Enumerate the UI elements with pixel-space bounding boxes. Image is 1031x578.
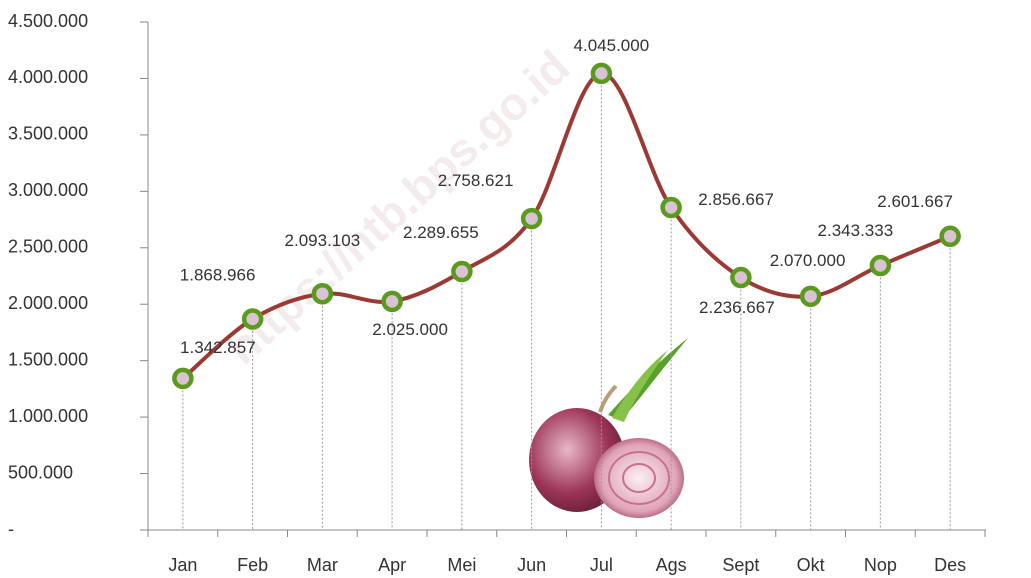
data-label: 4.045.000 bbox=[574, 36, 650, 55]
data-point bbox=[384, 293, 401, 310]
y-tick-label: - bbox=[8, 519, 14, 539]
y-tick-label: 2.000.000 bbox=[8, 293, 88, 313]
x-tick-label: Mei bbox=[447, 555, 476, 575]
x-tick-label: Jan bbox=[168, 555, 197, 575]
data-label: 2.289.655 bbox=[403, 223, 479, 242]
data-label: 2.758.621 bbox=[438, 171, 514, 190]
y-tick-label: 4.000.000 bbox=[8, 67, 88, 87]
chart: https://ntb.bps.go.id -500.0001.000.0001… bbox=[0, 0, 1031, 578]
data-label: 2.093.103 bbox=[285, 231, 361, 250]
data-point bbox=[942, 228, 959, 245]
data-label: 2.236.667 bbox=[699, 298, 775, 317]
data-point bbox=[732, 269, 749, 286]
data-point bbox=[174, 370, 191, 387]
data-point bbox=[802, 288, 819, 305]
data-point bbox=[523, 210, 540, 227]
y-tick-label: 1.000.000 bbox=[8, 406, 88, 426]
data-label: 1.342.857 bbox=[180, 338, 256, 357]
y-tick-label: 1.500.000 bbox=[8, 349, 88, 369]
x-tick-label: Mar bbox=[307, 555, 338, 575]
data-label: 2.601.667 bbox=[877, 192, 953, 211]
x-tick-label: Jun bbox=[517, 555, 546, 575]
x-tick-label: Sept bbox=[722, 555, 759, 575]
x-tick-label: Okt bbox=[797, 555, 825, 575]
data-point bbox=[244, 311, 261, 328]
data-label: 2.343.333 bbox=[818, 221, 894, 240]
data-point bbox=[663, 199, 680, 216]
y-tick-label: 2.500.000 bbox=[8, 237, 88, 257]
x-tick-label: Apr bbox=[378, 555, 406, 575]
x-tick-label: Jul bbox=[590, 555, 613, 575]
x-tick-label: Nop bbox=[864, 555, 897, 575]
y-tick-label: 4.500.000 bbox=[8, 11, 88, 31]
data-point bbox=[872, 257, 889, 274]
data-label: 2.856.667 bbox=[698, 190, 774, 209]
x-tick-label: Feb bbox=[237, 555, 268, 575]
data-label: 1.868.966 bbox=[180, 265, 256, 284]
data-label: 2.025.000 bbox=[372, 320, 448, 339]
data-point bbox=[593, 65, 610, 82]
data-label: 2.070.000 bbox=[770, 251, 846, 270]
y-tick-label: 3.000.000 bbox=[8, 180, 88, 200]
y-tick-label: 3.500.000 bbox=[8, 124, 88, 144]
onion-illustration bbox=[529, 338, 688, 518]
data-point bbox=[314, 285, 331, 302]
x-tick-label: Des bbox=[934, 555, 966, 575]
x-tick-label: Ags bbox=[656, 555, 687, 575]
data-point bbox=[453, 263, 470, 280]
y-tick-label: 500.000 bbox=[8, 462, 73, 482]
